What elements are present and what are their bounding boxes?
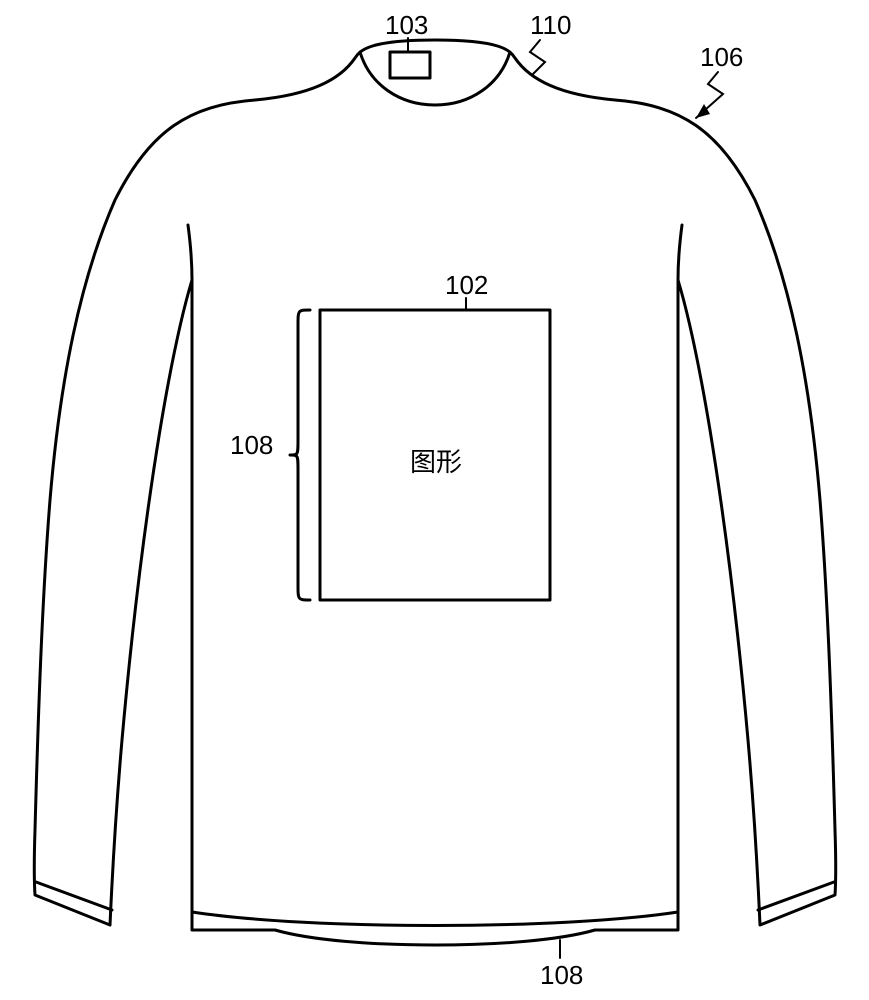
label-102: 102 xyxy=(445,270,488,301)
left-armpit-fold xyxy=(188,225,192,280)
shirt-diagram xyxy=(0,0,869,1000)
neck-tag xyxy=(390,52,430,78)
collar-inner-line xyxy=(360,52,510,105)
shirt-body-outline xyxy=(34,40,836,945)
label-106: 106 xyxy=(700,42,743,73)
right-cuff-line xyxy=(758,882,834,910)
zigzag-collar-indicator xyxy=(530,40,545,75)
label-108-hem: 108 xyxy=(540,960,583,991)
hem-curve-line xyxy=(192,912,678,926)
graphic-panel-text: 图形 xyxy=(410,442,462,479)
right-armpit-fold xyxy=(678,225,682,280)
label-110: 110 xyxy=(530,10,571,41)
dimension-brace xyxy=(290,310,310,600)
label-103: 103 xyxy=(385,10,428,41)
left-cuff-line xyxy=(36,882,112,910)
label-108-brace: 108 xyxy=(230,430,273,461)
